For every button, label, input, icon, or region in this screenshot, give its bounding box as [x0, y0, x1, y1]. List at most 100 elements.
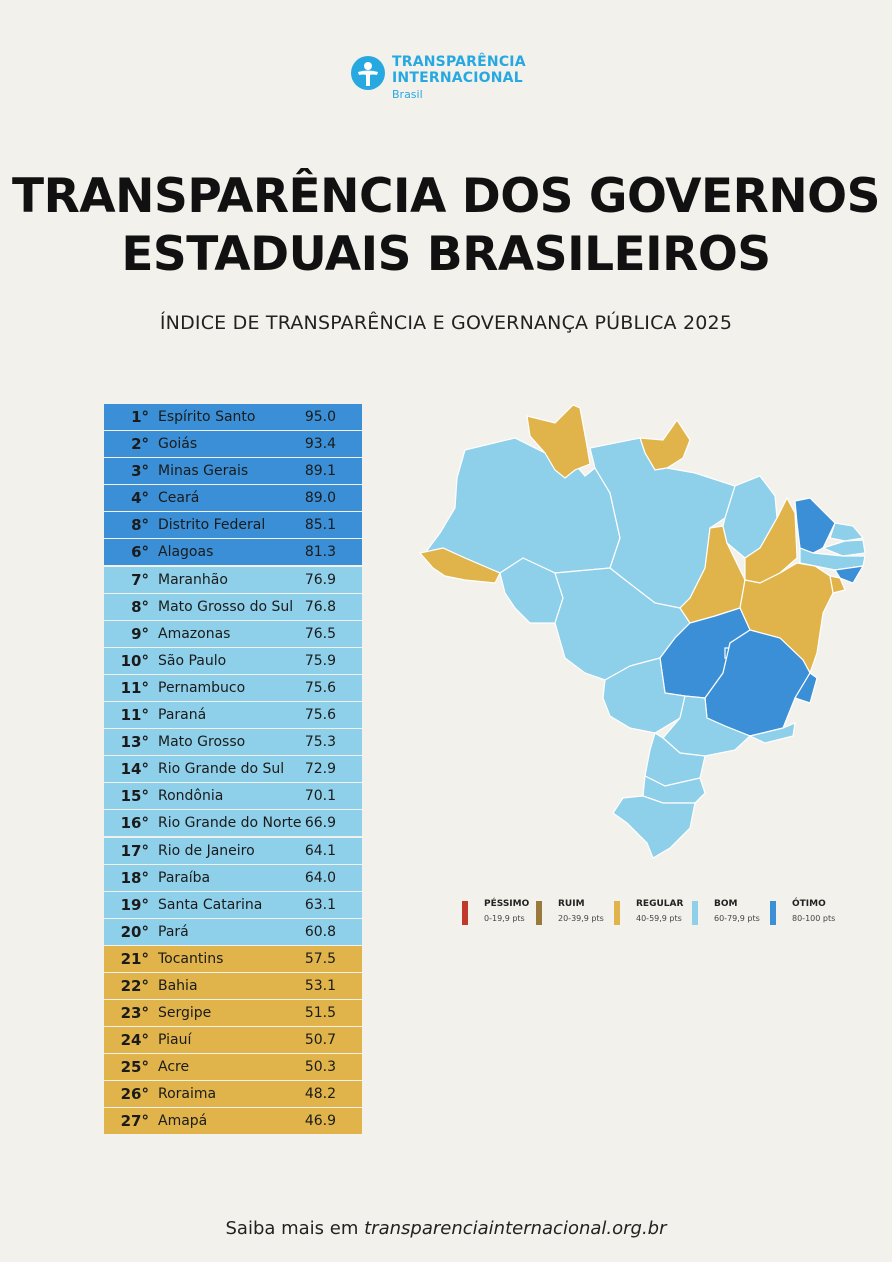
- state-name: Rio Grande do Sul: [158, 761, 285, 778]
- map-state-alagoas: [834, 565, 865, 584]
- state-name: São Paulo: [158, 652, 227, 669]
- state-name: Ceará: [158, 490, 200, 507]
- ranking-row: 4° Ceará 89.0: [104, 485, 362, 512]
- state-score: 76.5: [304, 625, 336, 642]
- rank-number: 6°: [131, 543, 149, 562]
- legend-range: 40-59,9 pts: [636, 914, 682, 923]
- legend-label: ÓTIMO: [792, 899, 826, 909]
- state-name: Minas Gerais: [158, 463, 249, 480]
- state-score: 66.9: [304, 815, 336, 832]
- state-score: 89.1: [304, 463, 336, 480]
- rank-number: 1°: [131, 408, 149, 426]
- footer-link[interactable]: transparenciainternacional.org.br: [364, 1218, 667, 1239]
- state-name: Rio de Janeiro: [158, 842, 255, 859]
- footer-prefix: Saiba mais em: [225, 1218, 365, 1239]
- brazil-map: [418, 404, 866, 859]
- rank-number: 9°: [131, 624, 149, 643]
- rank-number: 19°: [120, 895, 149, 914]
- legend-label: REGULAR: [636, 899, 684, 909]
- state-score: 93.4: [304, 436, 336, 453]
- ranking-row: 11° Paraná 75.6: [104, 702, 362, 729]
- legend-label: BOM: [714, 899, 738, 909]
- logo: TRANSPARÊNCIA INTERNACIONAL Brasil: [350, 52, 550, 102]
- state-score: 85.1: [304, 517, 336, 534]
- state-name: Paraíba: [158, 869, 211, 886]
- state-score: 48.2: [304, 1086, 336, 1103]
- legend-swatch: [770, 901, 776, 925]
- ranking-row: 10° São Paulo 75.9: [104, 647, 362, 674]
- ranking-row: 11° Pernambuco 75.6: [104, 674, 362, 701]
- rank-number: 3°: [131, 462, 149, 481]
- legend-label: PÉSSIMO: [484, 899, 530, 909]
- logo-icon: [351, 56, 385, 90]
- map-state-rio-grande-do-sul: [612, 795, 696, 859]
- ranking-row: 15° Rondônia 70.1: [104, 783, 362, 810]
- state-score: 51.5: [304, 1005, 336, 1022]
- state-score: 75.6: [304, 707, 336, 724]
- state-name: Piauí: [158, 1032, 192, 1049]
- ranking-row: 2° Goiás 93.4: [104, 431, 362, 458]
- state-score: 81.3: [304, 544, 336, 561]
- map-legend: PÉSSIMO 0-19,9 pts RUIM 20-39,9 pts REGULAR 4…: [462, 898, 862, 938]
- state-name: Espírito Santo: [158, 409, 256, 425]
- map-state-espirito-santo: [794, 672, 818, 704]
- state-name: Rondônia: [158, 788, 224, 805]
- rank-number: 8°: [131, 516, 149, 535]
- ranking-row: 18° Paraíba 64.0: [104, 864, 362, 891]
- ranking-row: 13° Mato Grosso 75.3: [104, 729, 362, 756]
- state-score: 95.0: [304, 409, 336, 425]
- state-score: 75.9: [304, 652, 336, 669]
- state-score: 64.0: [304, 869, 336, 886]
- rank-number: 26°: [120, 1085, 149, 1104]
- rank-number: 22°: [120, 976, 149, 995]
- ranking-row: 25° Acre 50.3: [104, 1054, 362, 1081]
- state-name: Maranhão: [158, 571, 228, 588]
- rank-number: 13°: [120, 733, 149, 752]
- state-score: 89.0: [304, 490, 336, 507]
- ranking-row: 3° Minas Gerais 89.1: [104, 458, 362, 485]
- state-name: Amapá: [158, 1113, 208, 1130]
- ranking-table: 1° Espírito Santo 95.0 2° Goiás 93.4 3° Minas G…: [104, 404, 362, 1136]
- state-name: Roraima: [158, 1086, 217, 1103]
- state-name: Santa Catarina: [158, 896, 263, 913]
- legend-swatch: [614, 901, 620, 925]
- state-name: Bahia: [158, 977, 198, 994]
- ranking-row: 23° Sergipe 51.5: [104, 1000, 362, 1027]
- rank-number: 7°: [131, 570, 149, 589]
- legend-range: 0-19,9 pts: [484, 914, 525, 923]
- ranking-row: 1° Espírito Santo 95.0: [104, 404, 362, 430]
- state-score: 46.9: [304, 1113, 336, 1130]
- rank-number: 18°: [120, 868, 149, 887]
- ranking-row: 9° Amazonas 76.5: [104, 620, 362, 647]
- logo-line-1: TRANSPARÊNCIA: [392, 54, 526, 70]
- state-name: Goiás: [158, 436, 198, 453]
- map-state-rio-de-janeiro: [748, 722, 796, 744]
- map-state-roraima: [526, 404, 591, 479]
- ranking-row: 16° Rio Grande do Norte 66.9: [104, 810, 362, 837]
- state-score: 50.3: [304, 1059, 336, 1076]
- rank-number: 17°: [120, 841, 149, 860]
- logo-line-2: INTERNACIONAL: [392, 70, 523, 86]
- state-name: Paraná: [158, 707, 207, 724]
- rank-number: 4°: [131, 489, 149, 508]
- map-state-acre: [418, 547, 501, 584]
- state-score: 60.8: [304, 923, 336, 940]
- ranking-row: 7° Maranhão 76.9: [104, 566, 362, 593]
- ranking-row: 6° Alagoas 81.3: [104, 539, 362, 566]
- rank-number: 21°: [120, 949, 149, 968]
- state-name: Mato Grosso do Sul: [158, 598, 294, 615]
- map-state-ceara: [794, 497, 836, 554]
- state-score: 50.7: [304, 1032, 336, 1049]
- ranking-row: 22° Bahia 53.1: [104, 972, 362, 999]
- state-name: Mato Grosso: [158, 734, 246, 751]
- page-title: TRANSPARÊNCIA DOS GOVERNOS ESTADUAIS BRA…: [0, 168, 892, 284]
- state-name: Amazonas: [158, 625, 231, 642]
- state-name: Pernambuco: [158, 679, 246, 696]
- state-score: 75.6: [304, 679, 336, 696]
- state-name: Sergipe: [158, 1005, 212, 1022]
- state-name: Rio Grande do Norte: [158, 815, 302, 832]
- footer: Saiba mais em transparenciainternacional…: [0, 1218, 892, 1239]
- ranking-row: 8° Mato Grosso do Sul 76.8: [104, 593, 362, 620]
- rank-number: 11°: [120, 706, 149, 725]
- state-score: 75.3: [304, 734, 336, 751]
